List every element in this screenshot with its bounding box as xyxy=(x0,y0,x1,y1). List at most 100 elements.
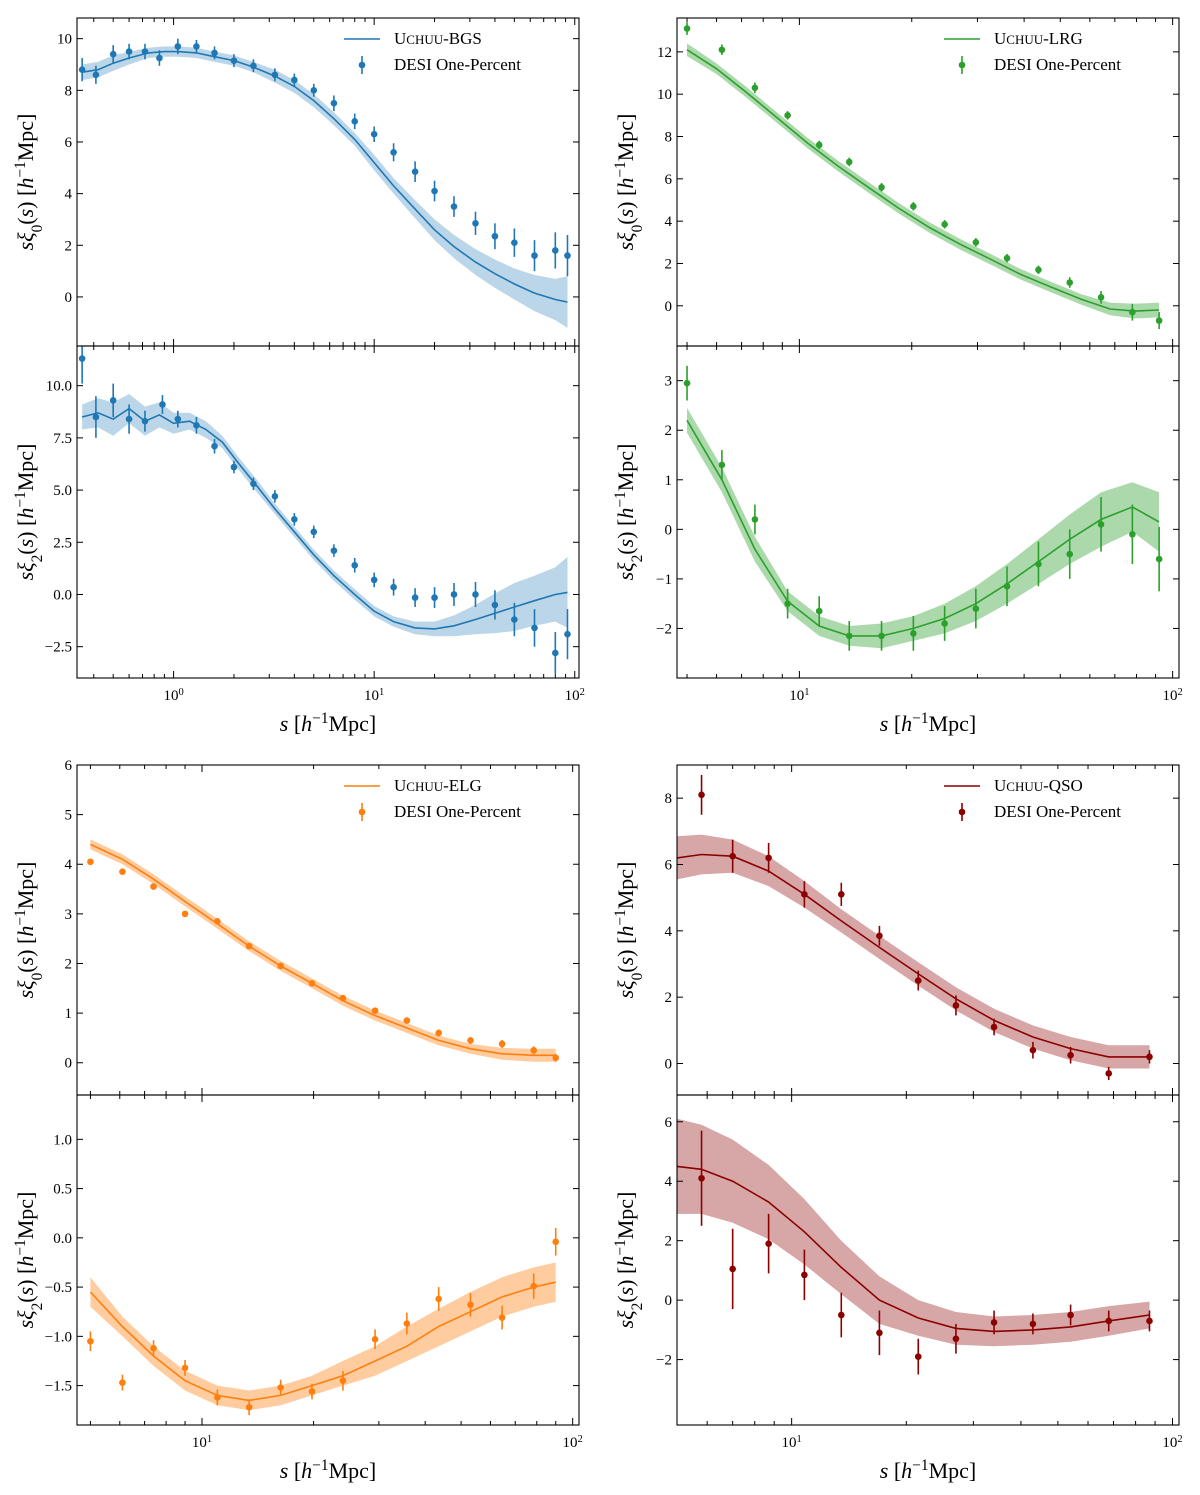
x-tick-label: 102 xyxy=(1163,687,1183,705)
data-point xyxy=(683,365,691,401)
data-point xyxy=(472,581,479,608)
y-tick-label: 8 xyxy=(665,130,673,146)
data-marker xyxy=(174,43,182,50)
data-marker xyxy=(403,1320,411,1327)
data-marker xyxy=(214,1394,221,1401)
legend: UCHUU-BGS DESI One-Percent xyxy=(344,29,521,74)
data-marker xyxy=(1067,1051,1074,1059)
data-marker xyxy=(271,493,279,500)
y-tick-label: 1.0 xyxy=(53,1132,72,1148)
data-point xyxy=(564,234,571,277)
data-point xyxy=(371,1007,379,1014)
data-point xyxy=(467,1293,474,1317)
data-point xyxy=(530,1046,538,1055)
data-point xyxy=(1066,529,1074,579)
data-marker xyxy=(450,591,458,598)
data-marker xyxy=(511,616,518,623)
data-point xyxy=(193,39,200,53)
data-marker xyxy=(878,183,885,191)
y-tick-label: 4 xyxy=(665,214,673,230)
data-point xyxy=(837,1292,845,1338)
data-point xyxy=(339,1370,347,1391)
model-line xyxy=(81,50,568,303)
data-marker xyxy=(1003,583,1011,590)
data-marker xyxy=(390,148,397,156)
data-point xyxy=(845,621,853,651)
data-point xyxy=(125,404,133,434)
data-point xyxy=(552,232,559,269)
data-marker xyxy=(370,130,378,138)
y-tick-label: 0 xyxy=(665,299,673,315)
data-marker xyxy=(1146,1053,1153,1061)
data-point xyxy=(698,1130,705,1226)
data-marker xyxy=(876,1329,883,1337)
data-marker xyxy=(531,624,538,632)
data-marker xyxy=(972,605,980,612)
data-point xyxy=(972,588,980,629)
data-marker xyxy=(230,463,238,471)
panel-elg-quadrupole: −1.5 −1.0 −0.5 0.0 0.5 1.0 sξ2(s) [h−1Mpc] xyxy=(12,1094,580,1426)
data-marker xyxy=(87,1337,94,1345)
data-marker xyxy=(472,591,479,598)
data-marker xyxy=(109,396,117,404)
data-point xyxy=(371,1329,379,1350)
model-band xyxy=(82,46,568,328)
y-axis-label: sξ2(s) [h−1Mpc] xyxy=(12,1192,46,1329)
data-point xyxy=(876,925,883,946)
x-tick-label: 101 xyxy=(789,687,809,705)
data-point xyxy=(330,95,338,111)
data-marker xyxy=(271,71,279,79)
data-point xyxy=(214,918,221,925)
y-tick-label: 8 xyxy=(65,83,73,99)
data-marker xyxy=(552,247,559,254)
data-marker xyxy=(431,187,438,195)
data-point xyxy=(339,994,347,1002)
x-axis-label: s [h−1Mpc] xyxy=(880,710,976,737)
data-point xyxy=(815,596,823,626)
data-marker xyxy=(87,858,94,866)
data-point xyxy=(435,1029,442,1037)
y-tick-label: 4 xyxy=(665,924,673,940)
data-marker xyxy=(698,791,705,799)
data-point xyxy=(990,1310,998,1335)
axes-frame xyxy=(676,1094,1180,1426)
data-point xyxy=(845,157,853,167)
data-marker xyxy=(1097,521,1105,528)
data-marker xyxy=(765,854,772,862)
data-marker xyxy=(1066,550,1074,558)
data-point xyxy=(784,111,791,120)
data-marker xyxy=(1029,1046,1037,1054)
data-marker xyxy=(845,632,853,640)
data-marker xyxy=(751,516,759,523)
data-marker xyxy=(498,1040,506,1048)
data-point xyxy=(491,590,499,620)
data-point xyxy=(310,83,318,97)
data-marker xyxy=(250,480,257,488)
y-tick-label: 0 xyxy=(665,1293,673,1309)
data-marker xyxy=(230,57,238,64)
data-point xyxy=(431,180,438,202)
data-marker xyxy=(181,1364,189,1372)
data-point xyxy=(498,1305,506,1330)
data-point xyxy=(1146,1050,1153,1064)
data-marker xyxy=(718,461,726,469)
data-marker xyxy=(1146,1317,1153,1325)
data-marker xyxy=(351,561,359,569)
data-marker xyxy=(435,1295,442,1303)
data-point xyxy=(1146,1310,1153,1332)
y-tick-label: 8 xyxy=(665,791,673,807)
data-point xyxy=(330,544,338,557)
axes-frame xyxy=(76,1094,580,1426)
x-tick-label: 101 xyxy=(782,1434,802,1452)
data-marker xyxy=(211,49,218,57)
data-point xyxy=(972,238,980,247)
data-point xyxy=(729,839,736,873)
model-line xyxy=(81,407,568,630)
data-point xyxy=(141,410,149,432)
x-tick-label: 102 xyxy=(563,1434,583,1452)
axes-frame xyxy=(76,345,580,679)
y-tick-label: 0.0 xyxy=(53,1231,72,1247)
legend-data-label: DESI One-Percent xyxy=(994,55,1121,74)
data-marker xyxy=(837,891,845,898)
